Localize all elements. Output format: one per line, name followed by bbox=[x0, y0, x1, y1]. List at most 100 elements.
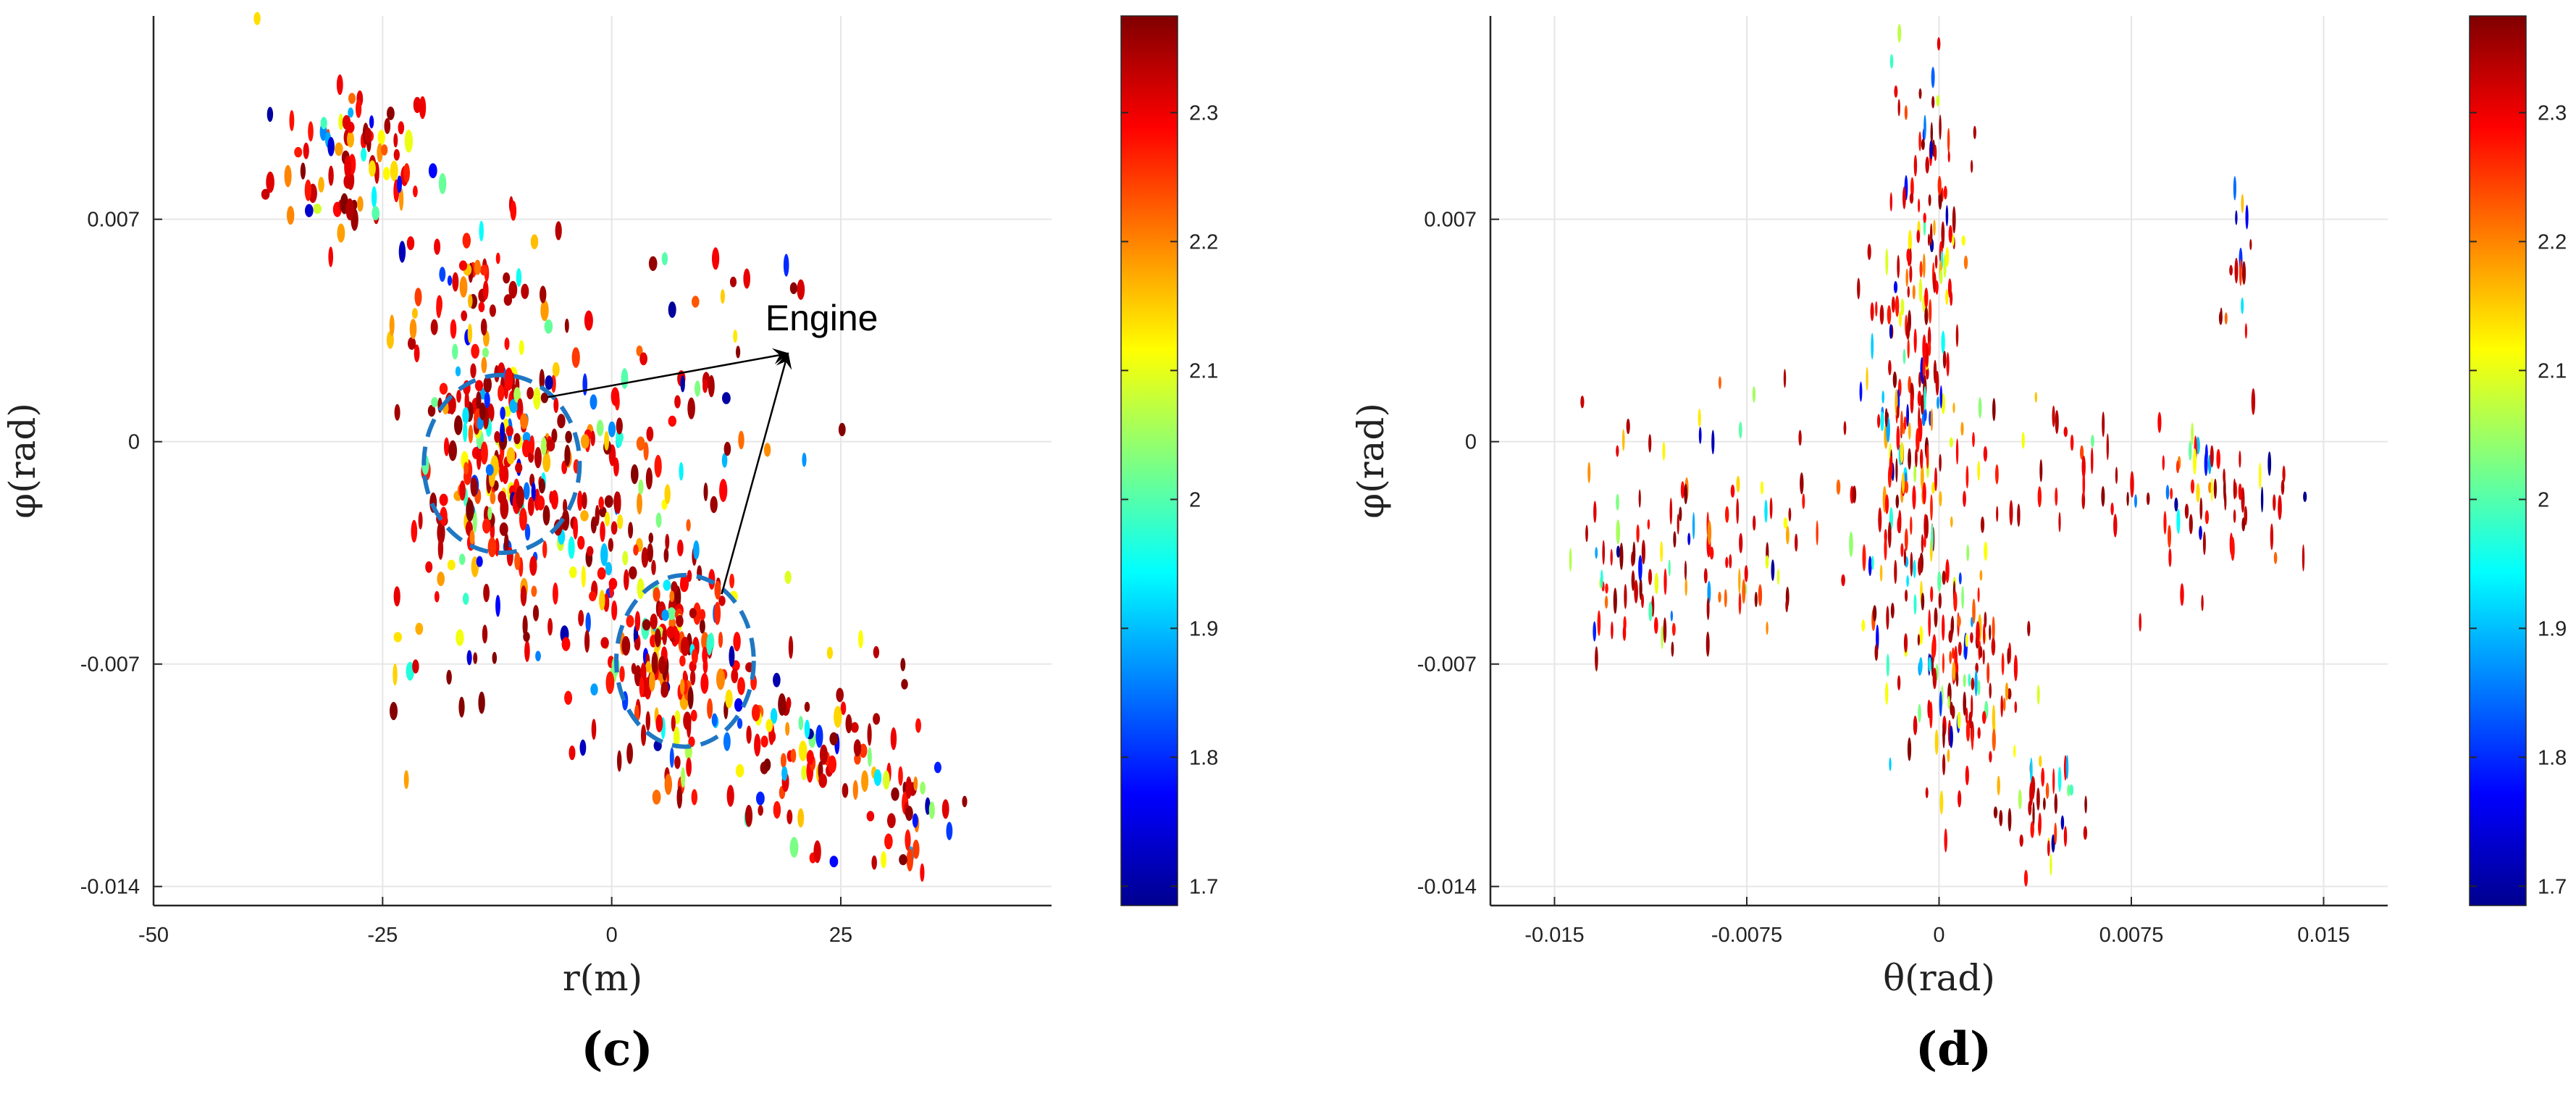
data-point-scatter-left bbox=[483, 583, 490, 603]
data-point-left-wing bbox=[1648, 434, 1652, 453]
data-point-fuselage-top bbox=[1935, 280, 1939, 295]
data-point-forward-fuselage bbox=[320, 117, 327, 130]
data-point-fuselage-mid bbox=[1921, 394, 1924, 415]
data-point-right-wing bbox=[2090, 447, 2094, 475]
data-point-fuselage-low bbox=[1971, 677, 1975, 690]
data-point-fuselage-low bbox=[1958, 641, 1962, 656]
data-point-right-wingtip bbox=[2302, 544, 2305, 572]
x-axis-label-d: θ(rad) bbox=[1883, 957, 1995, 999]
data-point-engine-right bbox=[737, 677, 745, 695]
data-point-fuselage-low bbox=[1965, 633, 1968, 648]
y-tick-label: -0.007 bbox=[1417, 653, 1477, 677]
data-point-fuselage-mid bbox=[1910, 382, 1913, 396]
data-point-forward-fuselage bbox=[347, 130, 354, 148]
data-point-body-center bbox=[546, 439, 555, 452]
data-point-forward-fuselage bbox=[338, 113, 344, 130]
data-point-fuselage-mid bbox=[1920, 448, 1923, 469]
data-point-left-wing bbox=[1754, 591, 1758, 608]
data-point-engine-right bbox=[671, 715, 676, 732]
data-point-scatter-left bbox=[463, 461, 469, 475]
data-point-fuselage-mid bbox=[1875, 301, 1878, 317]
data-point-scatter-right bbox=[721, 453, 728, 468]
data-point-aft-fuselage bbox=[798, 716, 804, 730]
data-point-fuselage-mid bbox=[1889, 324, 1892, 339]
data-point-fuselage-mid bbox=[1872, 605, 1877, 622]
data-point-left-wing bbox=[1766, 622, 1769, 635]
data-point-right-wing bbox=[2113, 514, 2118, 538]
data-point-right-fin bbox=[2235, 210, 2238, 225]
data-point-body-center bbox=[579, 739, 587, 756]
data-point-scatter-right bbox=[553, 397, 559, 414]
data-point-fuselage-low bbox=[1937, 571, 1942, 592]
data-point-left-wingtip bbox=[1595, 646, 1598, 672]
data-point-body-center bbox=[616, 491, 621, 514]
data-point-tail-tip bbox=[2083, 826, 2088, 840]
data-point-tail-tip bbox=[2045, 782, 2050, 799]
data-point-tail bbox=[913, 776, 918, 791]
data-point-tail bbox=[842, 783, 849, 798]
data-point-right-wingtip bbox=[2201, 595, 2204, 611]
data-point-fuselage-top bbox=[1928, 194, 1931, 206]
data-point-engine-left bbox=[444, 437, 450, 456]
data-point-fuselage-low bbox=[1944, 828, 1947, 853]
data-point-fuselage-mid bbox=[503, 272, 511, 284]
data-point-aft-fuselage bbox=[871, 855, 877, 870]
data-point-body-center bbox=[703, 482, 708, 501]
data-point-engine-left bbox=[523, 482, 530, 500]
data-point-forward-fuselage bbox=[413, 96, 421, 114]
data-point-engine-right bbox=[665, 533, 670, 551]
data-point-tail bbox=[905, 776, 912, 799]
data-point-forward-fuselage bbox=[390, 160, 398, 182]
data-point-scatter-left bbox=[456, 629, 464, 646]
data-point-fuselage-low bbox=[1934, 607, 1938, 628]
data-point-right-wing bbox=[1983, 446, 1988, 462]
data-point-forward-fuselage bbox=[399, 188, 404, 211]
data-point-scatter-left bbox=[411, 519, 418, 543]
data-point-fuselage-mid bbox=[1934, 467, 1937, 491]
data-point-fuselage-low bbox=[1903, 633, 1908, 653]
data-point-right-wing bbox=[2021, 432, 2025, 449]
data-point-fuselage-low bbox=[1955, 672, 1959, 687]
data-point-body-center bbox=[605, 511, 611, 527]
data-point-fuselage-mid bbox=[474, 259, 482, 275]
data-point-body-center bbox=[611, 521, 618, 535]
data-point-aft-fuselage bbox=[834, 706, 842, 728]
data-point-left-wing bbox=[1654, 572, 1658, 594]
colorbar-tick-label: 2.2 bbox=[1189, 230, 1218, 254]
data-point-aft-fuselage bbox=[826, 646, 834, 659]
data-point-left-wing bbox=[1687, 532, 1691, 545]
data-point-aft-fuselage bbox=[804, 719, 810, 739]
data-point-right-wingtip bbox=[2202, 531, 2206, 556]
data-point-scatter-right bbox=[679, 461, 684, 481]
data-point-body-center bbox=[637, 492, 642, 515]
data-point-fuselage-low bbox=[1918, 657, 1923, 674]
data-point-aft-fuselage bbox=[756, 791, 765, 806]
data-point-fuselage-mid bbox=[1900, 298, 1905, 316]
data-point-fuselage-low bbox=[1918, 703, 1921, 723]
data-point-engine-left bbox=[479, 388, 486, 400]
tick-labels-c: -50 -25 0 25 -0.014 -0.007 0 0.007 bbox=[80, 209, 852, 947]
data-point-body-center bbox=[600, 543, 608, 567]
data-point-fuselage-mid bbox=[408, 337, 416, 350]
data-point-scatter-right bbox=[680, 375, 685, 393]
data-point-engine-right bbox=[663, 580, 671, 591]
grid-d bbox=[1490, 16, 2388, 906]
data-point-fuselage-mid bbox=[1923, 535, 1926, 548]
data-point-engine-right bbox=[666, 626, 675, 639]
data-point-body-center bbox=[600, 521, 605, 543]
data-point-aft-fuselage bbox=[866, 811, 875, 822]
grid-c bbox=[153, 16, 1052, 906]
data-point-top-sparse bbox=[1904, 105, 1908, 120]
data-point-forward-fuselage bbox=[372, 206, 379, 221]
data-point-scatter-left bbox=[473, 652, 478, 664]
data-point-body-center bbox=[517, 398, 523, 414]
data-point-scatter-right bbox=[710, 496, 718, 514]
data-point-scatter-left bbox=[482, 624, 488, 644]
data-point-fuselage-low bbox=[1963, 691, 1966, 716]
data-point-engine-right bbox=[690, 709, 697, 722]
data-point-fuselage-top bbox=[1941, 330, 1945, 354]
data-point-right-wing bbox=[1949, 437, 1953, 448]
data-point-fuselage-low bbox=[1931, 656, 1934, 677]
data-point-scatter-left bbox=[458, 696, 465, 718]
colorbar-gradient bbox=[1120, 15, 1178, 906]
